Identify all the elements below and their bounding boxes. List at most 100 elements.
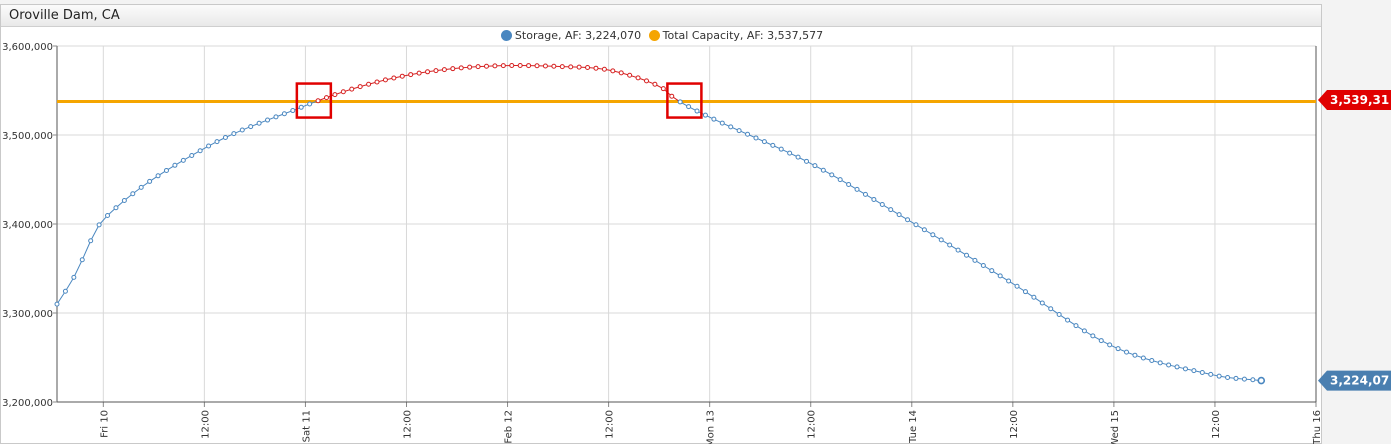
storage-point[interactable]	[938, 237, 944, 243]
storage-point[interactable]	[1065, 317, 1071, 323]
storage-point[interactable]	[846, 181, 852, 187]
storage-point[interactable]	[1124, 349, 1130, 355]
storage-point[interactable]	[1250, 377, 1256, 383]
storage-point[interactable]	[1257, 376, 1266, 385]
storage-point[interactable]	[1014, 283, 1020, 289]
storage-point[interactable]	[770, 142, 776, 148]
storage-point[interactable]	[315, 98, 321, 104]
storage-point[interactable]	[930, 232, 936, 238]
storage-point[interactable]	[804, 158, 810, 164]
storage-point[interactable]	[1039, 300, 1045, 306]
storage-point[interactable]	[896, 212, 902, 218]
storage-point[interactable]	[180, 157, 186, 163]
storage-point[interactable]	[113, 205, 119, 211]
storage-point[interactable]	[1115, 346, 1121, 352]
storage-point[interactable]	[989, 268, 995, 274]
storage-point[interactable]	[610, 68, 616, 74]
storage-point[interactable]	[702, 112, 708, 118]
storage-point[interactable]	[147, 178, 153, 184]
storage-point[interactable]	[669, 93, 675, 99]
storage-point[interactable]	[357, 84, 363, 90]
storage-point[interactable]	[214, 139, 220, 145]
storage-point[interactable]	[1216, 373, 1222, 379]
storage-point[interactable]	[256, 120, 262, 126]
storage-point[interactable]	[627, 72, 633, 78]
storage-point[interactable]	[483, 63, 489, 69]
storage-point[interactable]	[652, 81, 658, 87]
storage-point[interactable]	[694, 108, 700, 114]
storage-point[interactable]	[677, 99, 683, 105]
storage-point[interactable]	[1166, 362, 1172, 368]
storage-point[interactable]	[239, 127, 245, 133]
storage-point[interactable]	[425, 69, 431, 75]
storage-point[interactable]	[340, 89, 346, 95]
storage-point[interactable]	[416, 70, 422, 76]
storage-point[interactable]	[1048, 306, 1054, 312]
storage-point[interactable]	[130, 191, 136, 197]
storage-point[interactable]	[1098, 338, 1104, 344]
storage-point[interactable]	[441, 67, 447, 73]
storage-point[interactable]	[829, 172, 835, 178]
storage-point[interactable]	[265, 117, 271, 123]
storage-point[interactable]	[736, 128, 742, 134]
storage-point[interactable]	[290, 108, 296, 114]
storage-point[interactable]	[1174, 364, 1180, 370]
storage-point[interactable]	[1225, 375, 1231, 381]
storage-point[interactable]	[96, 222, 102, 228]
storage-point[interactable]	[795, 154, 801, 160]
storage-point[interactable]	[1022, 289, 1028, 295]
storage-point[interactable]	[820, 167, 826, 173]
storage-point[interactable]	[1191, 368, 1197, 374]
storage-point[interactable]	[947, 242, 953, 248]
storage-point[interactable]	[1233, 375, 1239, 381]
storage-point[interactable]	[719, 120, 725, 126]
storage-point[interactable]	[391, 75, 397, 81]
storage-point[interactable]	[888, 207, 894, 213]
storage-point[interactable]	[1157, 360, 1163, 366]
storage-point[interactable]	[273, 114, 279, 120]
storage-point[interactable]	[980, 263, 986, 269]
storage-point[interactable]	[475, 64, 481, 70]
storage-point[interactable]	[54, 301, 60, 307]
storage-point[interactable]	[231, 131, 237, 137]
storage-point[interactable]	[812, 163, 818, 169]
storage-point[interactable]	[307, 101, 313, 107]
storage-point[interactable]	[88, 238, 94, 244]
storage-point[interactable]	[1056, 311, 1062, 317]
storage-point[interactable]	[121, 197, 127, 203]
storage-point[interactable]	[753, 135, 759, 141]
storage-point[interactable]	[1090, 333, 1096, 339]
storage-point[interactable]	[964, 252, 970, 258]
storage-point[interactable]	[1149, 358, 1155, 364]
storage-point[interactable]	[862, 191, 868, 197]
storage-point[interactable]	[408, 72, 414, 78]
storage-point[interactable]	[1073, 323, 1079, 329]
storage-point[interactable]	[761, 139, 767, 145]
storage-point[interactable]	[837, 177, 843, 183]
storage-point[interactable]	[138, 184, 144, 190]
storage-point[interactable]	[879, 202, 885, 208]
storage-point[interactable]	[905, 217, 911, 223]
storage-point[interactable]	[787, 150, 793, 156]
storage-point[interactable]	[155, 173, 161, 179]
storage-point[interactable]	[332, 92, 338, 98]
storage-point[interactable]	[913, 222, 919, 228]
storage-point[interactable]	[728, 124, 734, 130]
storage-point[interactable]	[576, 64, 582, 70]
storage-point[interactable]	[366, 81, 372, 87]
storage-point[interactable]	[711, 116, 717, 122]
storage-point[interactable]	[585, 65, 591, 71]
storage-point[interactable]	[399, 73, 405, 79]
storage-point[interactable]	[601, 66, 607, 72]
legend-item-storage[interactable]: Storage, AF: 3,224,070	[500, 29, 641, 42]
storage-point[interactable]	[374, 79, 380, 85]
storage-point[interactable]	[854, 186, 860, 192]
storage-point[interactable]	[458, 65, 464, 71]
storage-point[interactable]	[686, 104, 692, 110]
storage-point[interactable]	[997, 273, 1003, 279]
storage-point[interactable]	[1182, 366, 1188, 372]
storage-point[interactable]	[509, 63, 515, 69]
storage-point[interactable]	[972, 257, 978, 263]
legend-item-capacity[interactable]: Total Capacity, AF: 3,537,577	[648, 29, 823, 42]
storage-point[interactable]	[1140, 355, 1146, 361]
